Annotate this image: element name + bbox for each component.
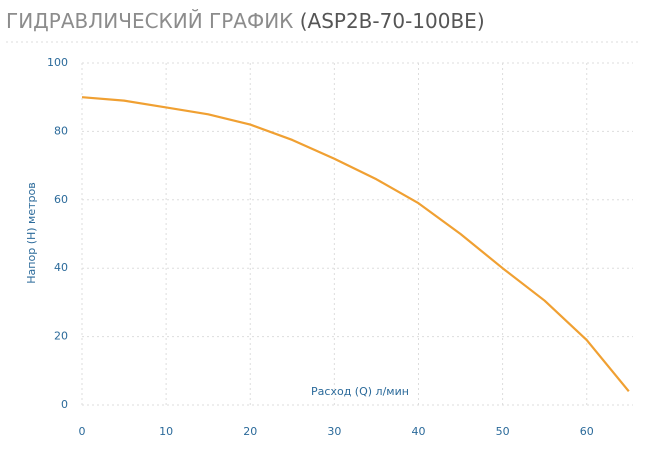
y-tick-label: 20 <box>54 330 68 343</box>
y-tick-label: 80 <box>54 124 68 137</box>
x-tick-label: 50 <box>496 425 510 438</box>
y-tick-label: 0 <box>61 398 68 411</box>
x-tick-label: 20 <box>243 425 257 438</box>
y-tick-label: 60 <box>54 193 68 206</box>
x-tick-label: 60 <box>580 425 594 438</box>
curve <box>81 96 630 393</box>
y-axis-label: Напор (H) метров <box>25 182 38 283</box>
y-tick-label: 100 <box>47 56 68 69</box>
x-axis-label: Расход (Q) л/мин <box>311 385 409 398</box>
chart-title: ГИДРАВЛИЧЕСКИЙ ГРАФИК (ASP2B-70-100BE) <box>6 9 485 33</box>
title: ГИДРАВЛИЧЕСКИЙ ГРАФИК <box>6 9 293 33</box>
y-tick-label: 40 <box>54 261 68 274</box>
x-tick-label: 0 <box>79 425 86 438</box>
subtitle: (ASP2B-70-100BE) <box>300 9 485 33</box>
x-tick-label: 40 <box>411 425 425 438</box>
x-tick-label: 30 <box>327 425 341 438</box>
x-tick-label: 10 <box>159 425 173 438</box>
